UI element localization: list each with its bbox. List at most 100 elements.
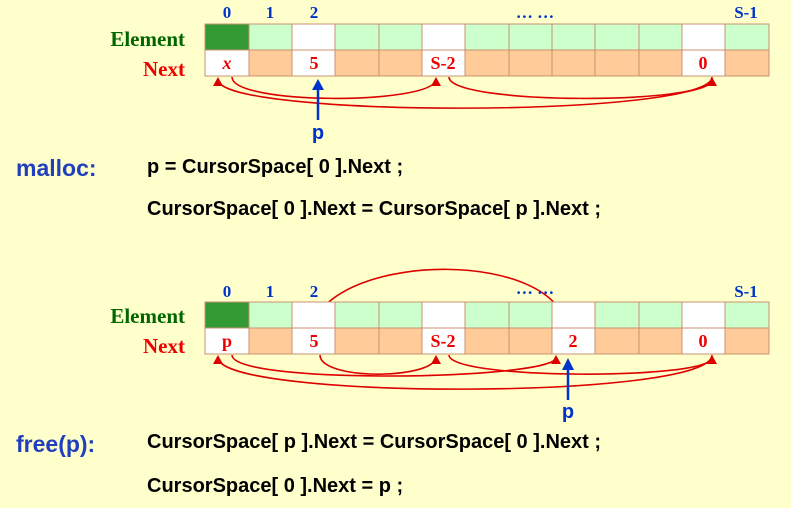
cursor-array-svg-2: 0 1 2 … … S-1 Element Next bbox=[110, 268, 770, 423]
next-cell bbox=[378, 49, 423, 77]
next-value-0: p bbox=[222, 331, 232, 351]
element-cell bbox=[334, 23, 380, 51]
element-cell bbox=[594, 301, 640, 329]
link-arrow bbox=[217, 354, 713, 390]
arrow-head bbox=[213, 355, 223, 364]
next-value-2: 5 bbox=[310, 331, 319, 351]
index-label-1: 1 bbox=[266, 282, 275, 301]
pointer-arrow-head bbox=[562, 358, 574, 370]
cursor-array-diagram-before: 0 1 2 … … S-1 Element Next bbox=[0, 0, 791, 144]
element-cell bbox=[681, 23, 726, 51]
next-cell bbox=[638, 327, 683, 355]
link-arrow bbox=[319, 354, 437, 375]
next-cell bbox=[508, 327, 553, 355]
element-cell bbox=[638, 301, 683, 329]
next-cell bbox=[204, 49, 250, 77]
index-label-ellipsis: … … bbox=[516, 3, 554, 22]
element-cell bbox=[551, 301, 596, 329]
element-cell bbox=[334, 301, 380, 329]
element-cell bbox=[378, 23, 423, 51]
arrow-head bbox=[551, 355, 561, 364]
element-cell bbox=[378, 301, 423, 329]
next-value-0: x bbox=[222, 53, 232, 73]
link-arrow bbox=[231, 76, 437, 100]
element-cell bbox=[464, 23, 510, 51]
next-cell bbox=[724, 49, 770, 77]
element-cell bbox=[291, 301, 336, 329]
next-cell bbox=[508, 49, 553, 77]
next-cell bbox=[594, 49, 640, 77]
next-cell bbox=[421, 49, 466, 77]
next-cell bbox=[378, 327, 423, 355]
arrow-head bbox=[431, 77, 441, 86]
malloc-code-line-1: p = CursorSpace[ 0 ].Next ; bbox=[147, 156, 404, 178]
element-cell bbox=[464, 301, 510, 329]
next-cell bbox=[334, 327, 380, 355]
next-row-label: Next bbox=[143, 334, 185, 358]
next-cell bbox=[248, 327, 293, 355]
element-row bbox=[204, 301, 770, 329]
malloc-label: malloc: bbox=[16, 155, 97, 181]
arrow-heads bbox=[213, 77, 717, 86]
free-label: free(p): bbox=[16, 431, 96, 457]
next-cell bbox=[464, 49, 510, 77]
next-cell bbox=[551, 49, 596, 77]
index-label-0: 0 bbox=[223, 282, 232, 301]
link-arrow bbox=[217, 76, 713, 109]
arrow-heads bbox=[213, 355, 717, 364]
element-cell bbox=[638, 23, 683, 51]
arrow-head bbox=[707, 77, 717, 86]
element-cell bbox=[681, 301, 726, 329]
next-value-2: 5 bbox=[310, 53, 319, 73]
next-cell bbox=[724, 327, 770, 355]
free-code-line-1: CursorSpace[ p ].Next = CursorSpace[ 0 ]… bbox=[147, 431, 602, 453]
link-arrows bbox=[217, 354, 713, 390]
next-cell bbox=[291, 327, 336, 355]
next-cell bbox=[594, 327, 640, 355]
element-cell bbox=[508, 23, 553, 51]
next-row bbox=[204, 49, 770, 77]
index-label-s-minus-1: S-1 bbox=[734, 282, 758, 301]
next-row bbox=[204, 327, 770, 355]
next-cell bbox=[464, 327, 510, 355]
link-arrow bbox=[231, 354, 557, 377]
arrow-head bbox=[213, 77, 223, 86]
pointer-label: p bbox=[312, 122, 324, 144]
next-cell bbox=[248, 49, 293, 77]
element-cell bbox=[724, 23, 770, 51]
malloc-code-line-2: CursorSpace[ 0 ].Next = CursorSpace[ p ]… bbox=[147, 198, 602, 220]
index-label-2: 2 bbox=[310, 282, 319, 301]
next-row-label: Next bbox=[143, 57, 185, 81]
next-value-5: S-2 bbox=[430, 331, 455, 351]
arrow-head bbox=[431, 355, 441, 364]
index-label-ellipsis: … … bbox=[516, 279, 554, 298]
pointer-arrow-head bbox=[312, 79, 324, 90]
next-value-11: 0 bbox=[699, 53, 708, 73]
link-arrows bbox=[217, 76, 713, 109]
link-arrow bbox=[448, 354, 713, 375]
index-label-s-minus-1: S-1 bbox=[734, 3, 758, 22]
next-value-5: S-2 bbox=[430, 53, 455, 73]
element-row-label: Element bbox=[110, 304, 185, 328]
next-cell bbox=[638, 49, 683, 77]
index-label-1: 1 bbox=[266, 3, 275, 22]
arrow-head bbox=[707, 355, 717, 364]
element-cell bbox=[594, 23, 640, 51]
element-row-label: Element bbox=[110, 27, 185, 51]
element-cell bbox=[291, 23, 336, 51]
element-row bbox=[204, 23, 770, 51]
free-code-line-2: CursorSpace[ 0 ].Next = p ; bbox=[147, 475, 404, 497]
index-label-0: 0 bbox=[223, 3, 232, 22]
next-value-11: 0 bbox=[699, 331, 708, 351]
element-cell bbox=[724, 301, 770, 329]
next-cell bbox=[291, 49, 336, 77]
element-cell bbox=[421, 301, 466, 329]
next-cell bbox=[334, 49, 380, 77]
cursor-array-diagram-after: 0 1 2 … … S-1 Element Next bbox=[0, 250, 791, 423]
element-cell-head bbox=[204, 23, 250, 51]
element-cell bbox=[551, 23, 596, 51]
element-cell-head bbox=[204, 301, 250, 329]
element-cell bbox=[421, 23, 466, 51]
next-value-8: 2 bbox=[569, 331, 578, 351]
index-label-2: 2 bbox=[310, 3, 319, 22]
